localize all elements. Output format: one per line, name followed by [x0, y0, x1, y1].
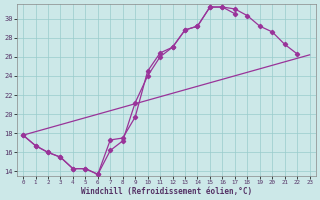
X-axis label: Windchill (Refroidissement éolien,°C): Windchill (Refroidissement éolien,°C) — [81, 187, 252, 196]
